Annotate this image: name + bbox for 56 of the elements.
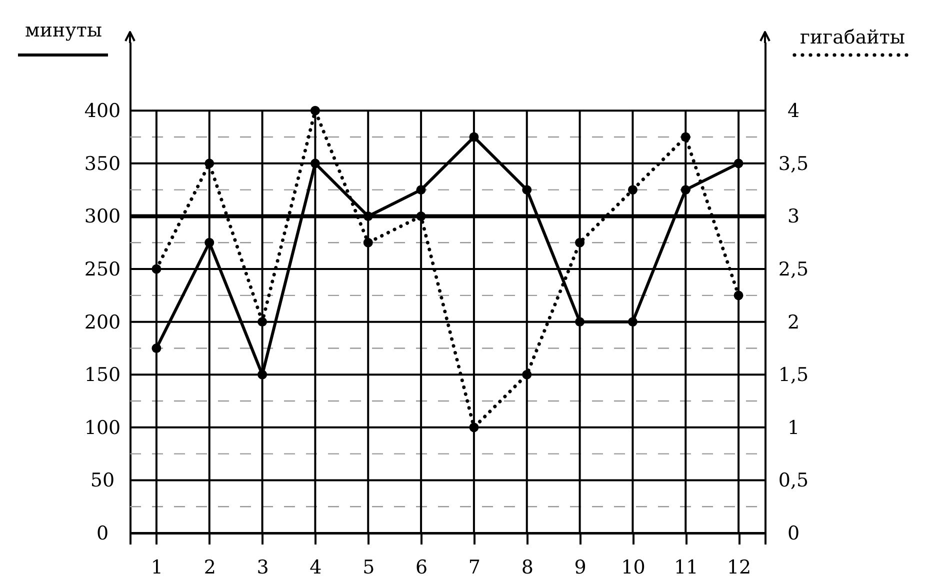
- y2-tick-label: 1: [787, 416, 800, 439]
- y2-tick-label: 3: [787, 206, 800, 228]
- y2-axis-title: гигабайты: [800, 26, 905, 48]
- point: [310, 158, 320, 168]
- y-tick-label: 100: [84, 416, 121, 439]
- x-tick-label: 7: [468, 556, 481, 578]
- x-tick-label: 9: [574, 556, 586, 578]
- y2-tick-label: 2: [787, 311, 800, 334]
- y2-tick-label: 3,5: [778, 152, 809, 175]
- point: [680, 132, 690, 142]
- x-tick-label: 1: [150, 556, 164, 578]
- point: [152, 343, 162, 353]
- y-axis-title: минуты: [25, 20, 102, 42]
- point: [469, 422, 479, 432]
- x-tick-label: 4: [310, 556, 322, 578]
- y-tick-label: 300: [84, 206, 121, 228]
- point: [734, 158, 744, 168]
- x-tick-label: 3: [256, 556, 269, 578]
- y2-tick-label: 4: [787, 100, 800, 122]
- point: [204, 238, 214, 248]
- point: [575, 238, 585, 248]
- point: [680, 185, 690, 195]
- point: [416, 211, 426, 221]
- point: [628, 317, 638, 327]
- y-tick-label: 350: [84, 152, 121, 175]
- y-tick-label: 50: [90, 470, 115, 492]
- y-tick-label: 150: [84, 364, 121, 386]
- point: [522, 370, 532, 380]
- point: [522, 185, 532, 195]
- point: [628, 185, 638, 195]
- x-tick-label: 10: [621, 556, 646, 578]
- x-tick-label: 12: [726, 556, 752, 578]
- point: [734, 290, 744, 300]
- point: [258, 370, 268, 380]
- x-tick-label: 5: [362, 556, 375, 578]
- x-tick-label: 11: [674, 556, 698, 578]
- point: [416, 185, 426, 195]
- y2-tick-label: 0,5: [778, 470, 809, 492]
- point: [575, 317, 585, 327]
- y2-tick-label: 2,5: [778, 258, 809, 281]
- point: [204, 158, 214, 168]
- y-tick-label: 200: [84, 311, 121, 334]
- point: [363, 211, 373, 221]
- point: [258, 317, 268, 327]
- y2-tick-label: 1,5: [778, 364, 809, 386]
- x-tick-label: 6: [415, 556, 428, 578]
- point: [310, 106, 320, 116]
- point: [152, 264, 162, 274]
- y2-tick-label: 0: [787, 522, 800, 544]
- point: [363, 238, 373, 248]
- y-tick-label: 250: [84, 258, 121, 281]
- point: [469, 132, 479, 142]
- x-tick-label: 8: [521, 556, 534, 578]
- y-tick-label: 400: [84, 100, 121, 122]
- y-tick-label: 0: [96, 522, 109, 544]
- x-tick-label: 2: [204, 556, 216, 578]
